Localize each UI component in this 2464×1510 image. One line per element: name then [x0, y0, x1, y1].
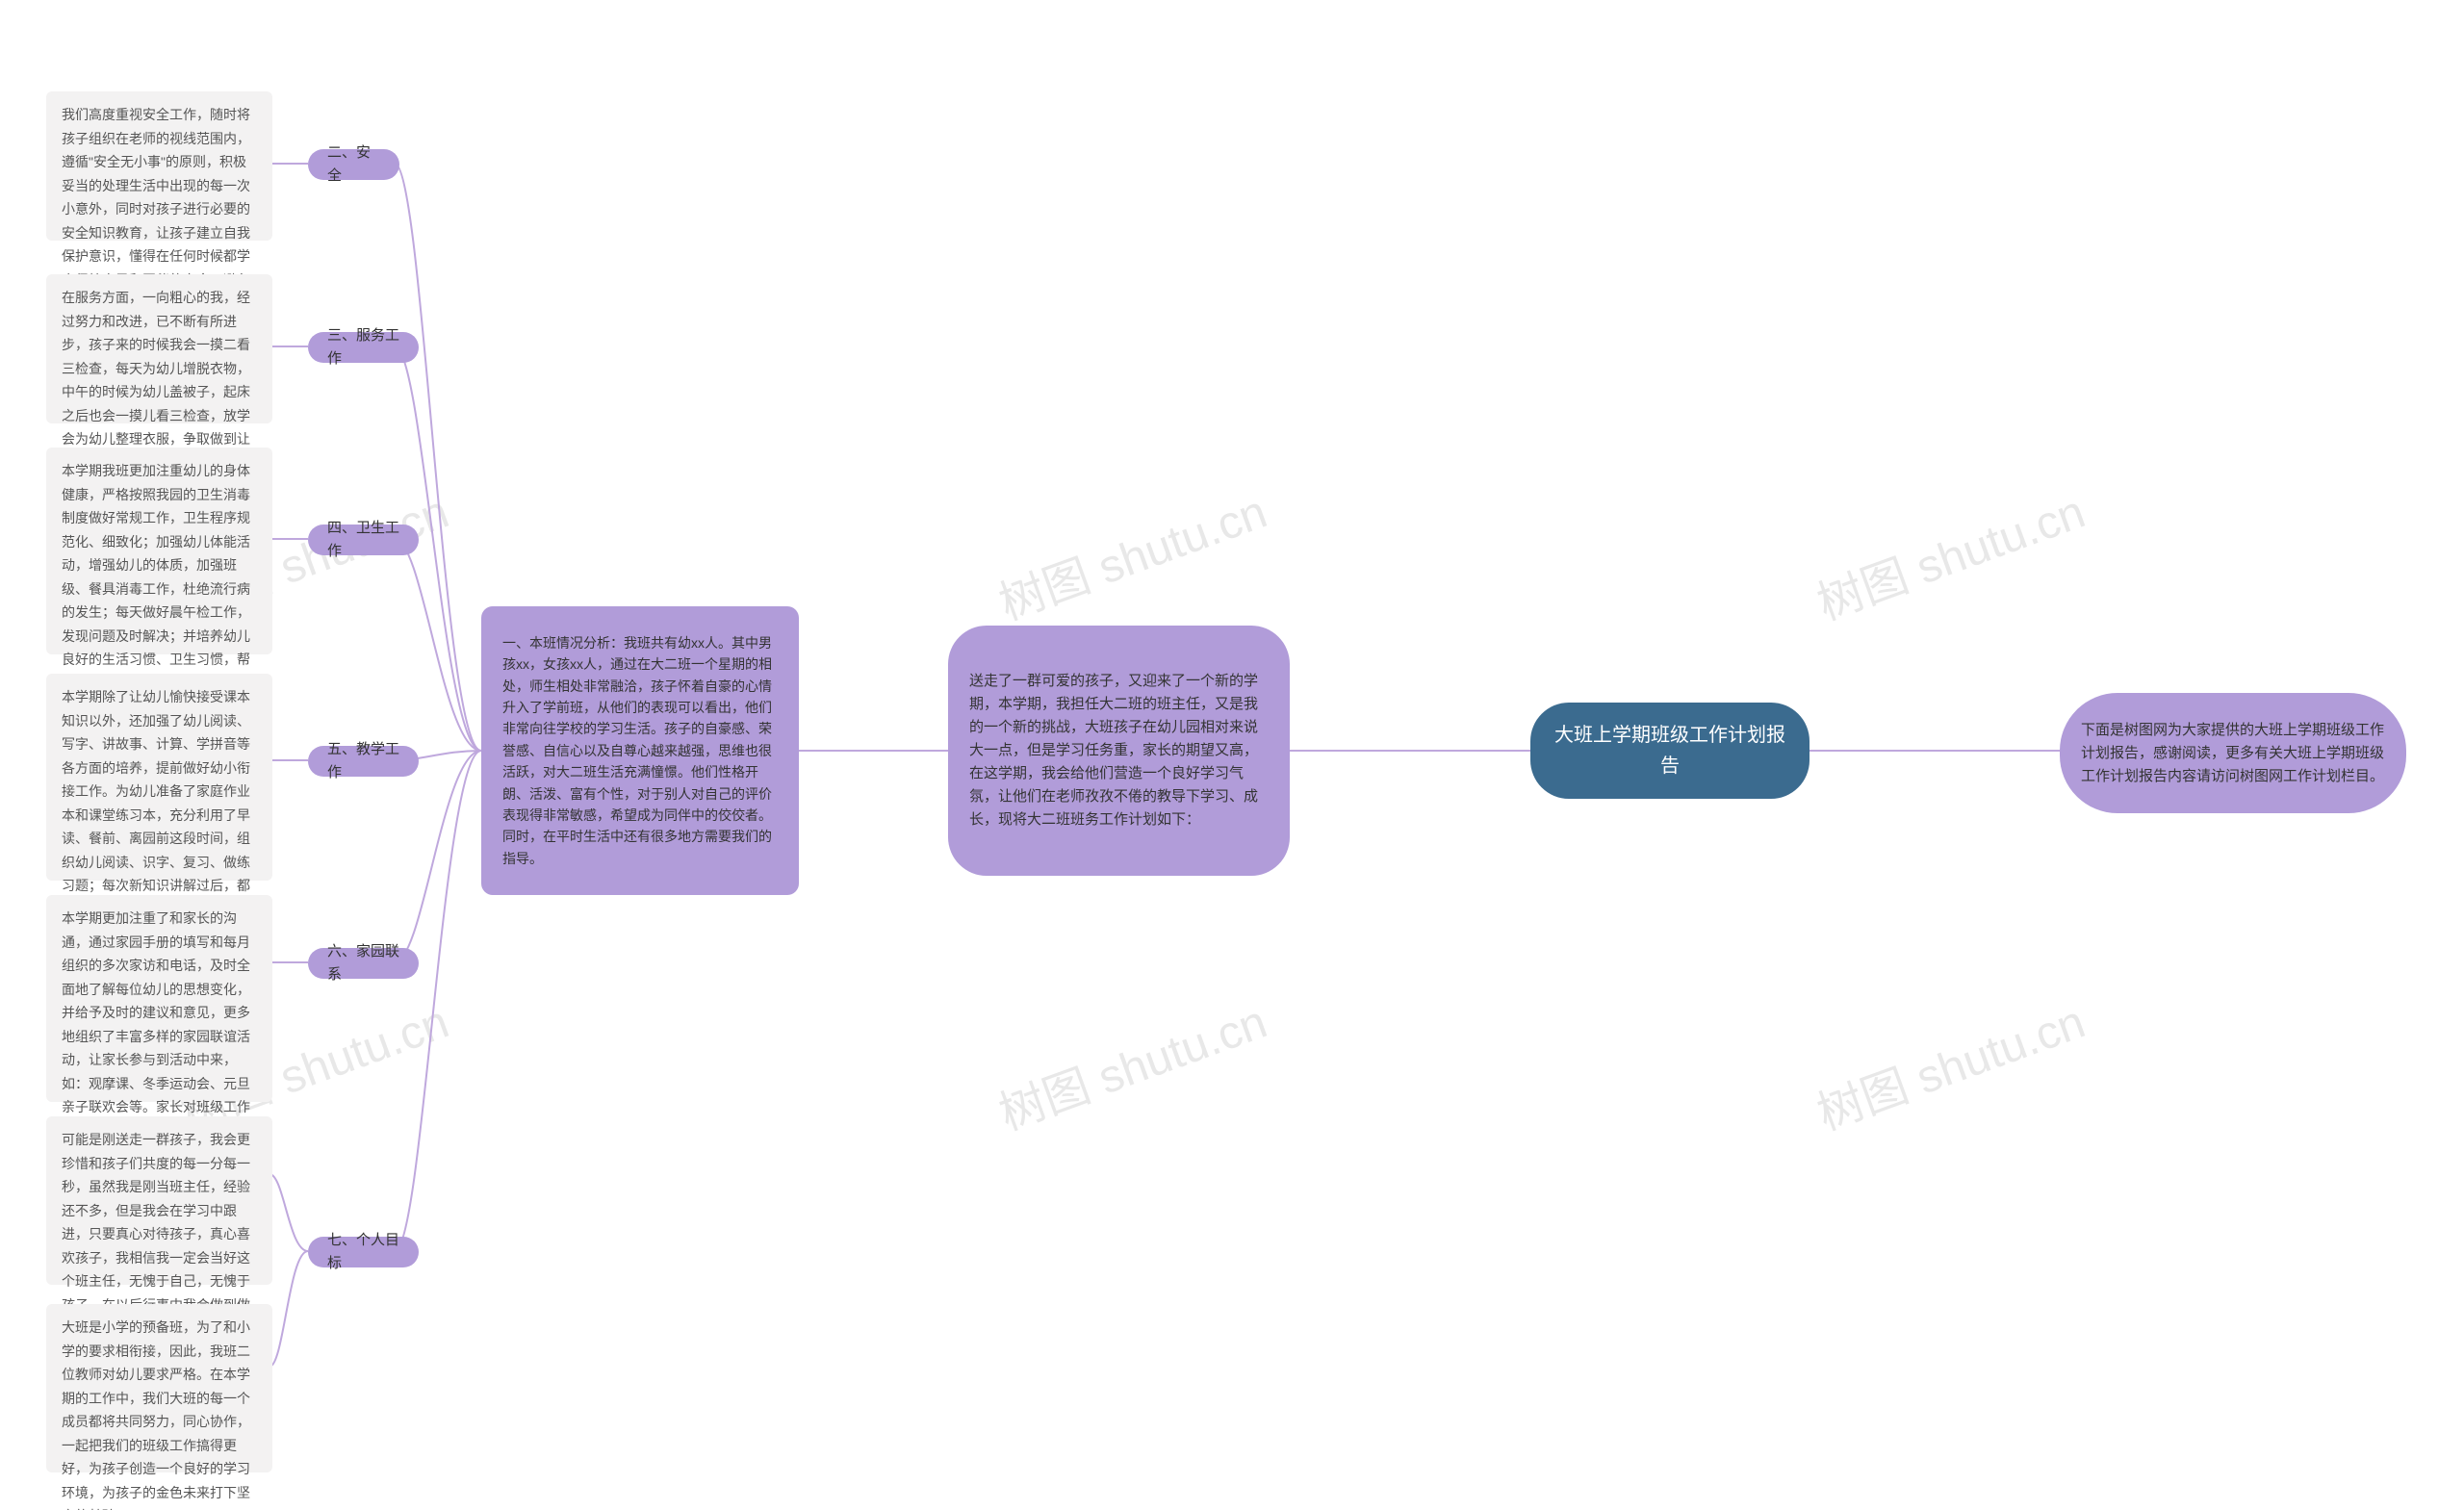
section-label-safety: 二、安全	[308, 149, 399, 180]
left-intro: 送走了一群可爱的孩子，又迎来了一个新的学期，本学期，我担任大二班的班主任，又是我…	[948, 626, 1290, 876]
section-label-home: 六、家园联系	[308, 948, 419, 979]
watermark: 树图 shutu.cn	[988, 473, 1274, 632]
watermark: 树图 shutu.cn	[988, 984, 1274, 1142]
section-label-personal: 七、个人目标	[308, 1237, 419, 1267]
detail-safety: 我们高度重视安全工作，随时将孩子组织在老师的视线范围内，遵循"安全无小事"的原则…	[46, 91, 272, 241]
section-label-service: 三、服务工作	[308, 332, 419, 363]
watermark: 树图 shutu.cn	[1807, 473, 2092, 632]
watermark: 树图 shutu.cn	[1807, 984, 2092, 1142]
analysis-node: 一、本班情况分析：我班共有幼xx人。其中男孩xx，女孩xx人，通过在大二班一个星…	[481, 606, 799, 895]
center-title: 大班上学期班级工作计划报告	[1530, 703, 1810, 799]
detail-home: 本学期更加注重了和家长的沟通，通过家园手册的填写和每月组织的多次家访和电话，及时…	[46, 895, 272, 1102]
section-label-health: 四、卫生工作	[308, 525, 419, 555]
section-label-teaching: 五、教学工作	[308, 746, 419, 777]
detail-service: 在服务方面，一向粗心的我，经过努力和改进，已不断有所进步，孩子来的时候我会一摸二…	[46, 274, 272, 423]
detail-personal-b: 大班是小学的预备班，为了和小学的要求相衔接，因此，我班二位教师对幼儿要求严格。在…	[46, 1304, 272, 1472]
right-summary: 下面是树图网为大家提供的大班上学期班级工作计划报告，感谢阅读，更多有关大班上学期…	[2060, 693, 2406, 813]
detail-teaching: 本学期除了让幼儿愉快接受课本知识以外，还加强了幼儿阅读、写字、讲故事、计算、学拼…	[46, 674, 272, 881]
detail-health: 本学期我班更加注重幼儿的身体健康，严格按照我园的卫生消毒制度做好常规工作，卫生程…	[46, 448, 272, 654]
detail-personal-a: 可能是刚送走一群孩子，我会更珍惜和孩子们共度的每一分每一秒，虽然我是刚当班主任，…	[46, 1116, 272, 1285]
